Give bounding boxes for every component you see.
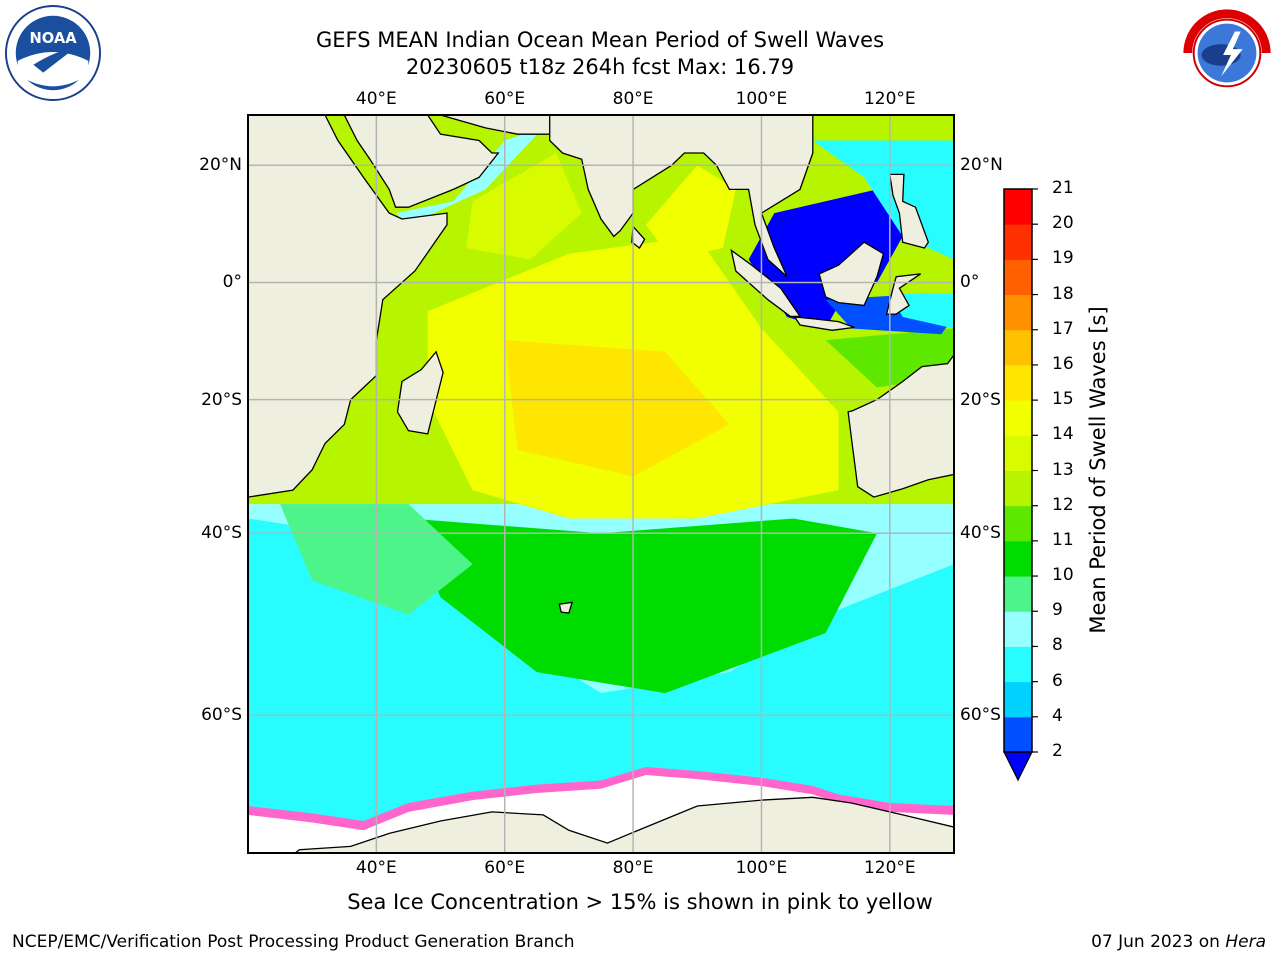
- indonesia-seas-blue: [748, 189, 903, 329]
- colorbar-segment: [1004, 505, 1032, 542]
- sri-lanka-land: [631, 224, 646, 249]
- mid-latitude-green: [408, 518, 877, 694]
- africa-land: [248, 115, 448, 498]
- colorbar-tick-label: 19: [1052, 248, 1074, 269]
- colorbar-segment: [1004, 294, 1032, 331]
- colorbar-segment: [1004, 716, 1032, 753]
- colorbar-segment: [1004, 435, 1032, 471]
- map-frame: [247, 114, 955, 854]
- colorbar-tick-label: 6: [1052, 670, 1063, 691]
- map-title: GEFS MEAN Indian Ocean Mean Period of Sw…: [315, 28, 885, 52]
- colorbar-tick-label: 17: [1052, 318, 1074, 339]
- colorbar-tick-label: 20: [1052, 213, 1074, 234]
- lat-tick-left: 40°S: [201, 523, 242, 544]
- arabia-land: [343, 115, 500, 208]
- kerguelen-land: [558, 601, 574, 614]
- colorbar-tick-label: 16: [1052, 353, 1074, 374]
- svg-text:NOAA: NOAA: [29, 30, 77, 47]
- lat-tick-right: 60°S: [960, 705, 1001, 726]
- colorbar-segment: [1004, 681, 1032, 718]
- colorbar-tick-label: 2: [1052, 741, 1063, 761]
- colorbar-label: Mean Period of Swell Waves [s]: [1086, 306, 1110, 634]
- borneo-land: [818, 241, 885, 307]
- colorbar-segment: [1004, 329, 1032, 366]
- noaa-logo-icon: NOAA: [4, 4, 102, 102]
- date-text: 07 Jun 2023 on: [1091, 932, 1226, 952]
- lat-tick-left: 60°S: [201, 705, 242, 726]
- lat-tick-right: 0°: [960, 272, 980, 293]
- lat-tick-right: 20°S: [960, 389, 1001, 410]
- australia-land: [847, 353, 954, 498]
- colorbar-segment: [1004, 400, 1032, 436]
- colorbar-segment: [1004, 259, 1032, 296]
- colorbar-segment: [1004, 364, 1032, 401]
- colorbar-segment: [1004, 611, 1032, 647]
- colorbar-segment: [1004, 470, 1032, 507]
- render-date: 07 Jun 2023 on Hera: [1091, 932, 1266, 952]
- colorbar-tick-label: 13: [1052, 459, 1074, 480]
- bay-of-bengal-yellow: [645, 165, 736, 260]
- lat-tick-right: 20°N: [960, 155, 1003, 176]
- lat-tick-left: 20°N: [199, 155, 242, 176]
- gulf-of-aden-cyan: [395, 127, 544, 225]
- colorbar-segment: [1004, 189, 1032, 225]
- sulawesi-land: [885, 273, 921, 315]
- lon-tick-bottom: 120°E: [863, 858, 916, 878]
- colorbar-tick-label: 15: [1052, 389, 1074, 410]
- lat-tick-left: 20°S: [201, 389, 242, 410]
- credit-text: NCEP/EMC/Verification Post Processing Pr…: [12, 932, 575, 952]
- colorbar-segment: [1004, 646, 1032, 683]
- lat-tick-left: 0°: [222, 272, 242, 293]
- lon-tick-bottom: 40°E: [355, 858, 397, 878]
- lon-tick-bottom: 60°E: [484, 858, 526, 878]
- antarctica-land: [294, 796, 954, 853]
- lon-tick-top: 100°E: [735, 89, 788, 109]
- lon-tick-top: 80°E: [612, 89, 654, 109]
- colorbar-tick-label: 18: [1052, 283, 1074, 304]
- lon-tick-top: 120°E: [863, 89, 916, 109]
- colorbar-tick-label: 8: [1052, 635, 1063, 656]
- core-yellow: [504, 340, 730, 477]
- colorbar-segment: [1004, 576, 1032, 612]
- map-area: [248, 115, 954, 853]
- sea-ice-note: Sea Ice Concentration > 15% is shown in …: [347, 890, 933, 914]
- colorbar-tick-label: 9: [1052, 600, 1063, 621]
- madagascar-land: [396, 350, 444, 435]
- colorbar-extend-arrow: [1003, 751, 1033, 782]
- lat-tick-right: 40°S: [960, 523, 1001, 544]
- southern-ocean-cyan: [248, 518, 954, 853]
- colorbar-tick-label: 14: [1052, 424, 1074, 445]
- colorbar-tick-label: 4: [1052, 705, 1063, 726]
- forecast-subtitle: 20230605 t18z 264h fcst Max: 16.79: [405, 55, 795, 79]
- colorbar-tick-label: 10: [1052, 565, 1074, 586]
- java-land: [793, 316, 855, 331]
- colorbar-tick-label: 11: [1052, 529, 1074, 550]
- colorbar-segment: [1004, 540, 1032, 577]
- lon-tick-bottom: 100°E: [735, 858, 788, 878]
- lon-tick-bottom: 80°E: [612, 858, 654, 878]
- host-name: Hera: [1225, 932, 1266, 952]
- colorbar-segment: [1004, 224, 1032, 260]
- nws-logo-icon: [1179, 5, 1275, 101]
- colorbar-tick-label: 21: [1052, 178, 1074, 198]
- philippines-land: [889, 173, 930, 249]
- lon-tick-top: 40°E: [355, 89, 397, 109]
- colorbar-tick-label: 12: [1052, 494, 1074, 515]
- lon-tick-top: 60°E: [484, 89, 526, 109]
- arabian-sea-yellow: [466, 153, 582, 260]
